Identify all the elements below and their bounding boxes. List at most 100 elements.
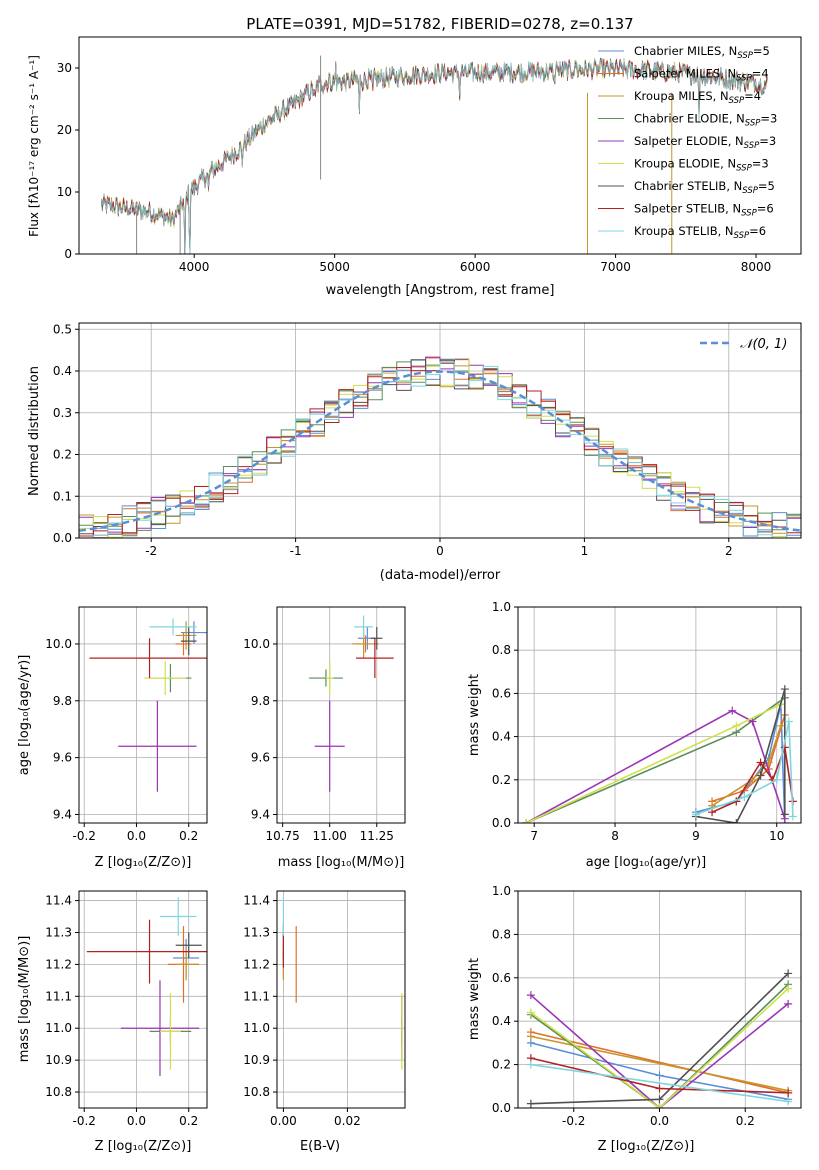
residual-ytick-label: 0.5 [53, 322, 72, 336]
mass-weight-marker [740, 793, 749, 802]
mass_weight_vs_Z-ytick-label: 1.0 [492, 884, 511, 898]
residual-panel: -2 -1 0 1 2 0.0 0.1 0.2 0.3 0.4 0.5 (data-model)/e… [27, 322, 802, 583]
mass-weight-marker [776, 721, 785, 730]
mw-age-panel: 7 8 9 10 0.0 0.2 0.4 0.6 0.8 1.0 age [log₁₀(age/y… [467, 600, 802, 870]
mass_vs_Z-ytick-label: 10.8 [45, 1085, 72, 1099]
spectrum-xtick-label: 6000 [460, 260, 491, 274]
mass_vs_ebv-ytick-label: 11.2 [243, 957, 270, 971]
mass_weight_vs_Z-ytick-label: 0.8 [492, 927, 511, 941]
mass_weight_vs_age-ytick-label: 0.6 [492, 686, 511, 700]
mass_vs_ebv-ytick-label: 11.4 [243, 894, 270, 908]
mass-weight-marker [655, 1104, 664, 1108]
mass_vs_ebv-xtick-label: 0.00 [270, 1114, 297, 1128]
mass-weight-marker [526, 1032, 535, 1041]
mass_weight_vs_age-ytick-label: 1.0 [492, 600, 511, 614]
mass_vs_Z-ytick-label: 11.2 [45, 957, 72, 971]
mass-weight-marker [732, 721, 741, 730]
mass_weight_vs_Z-ytick-label: 0.6 [492, 971, 511, 985]
age_vs_Z-frame [78, 606, 208, 824]
age_vs_Z-xtick-label: 0.2 [179, 829, 198, 843]
mass-z-xlabel: Z [log₁₀(Z/Z⊙)] [95, 1139, 192, 1154]
mass_vs_ebv-ytick-label: 11.3 [243, 925, 270, 939]
mass_vs_Z-xtick-label: 0.0 [127, 1114, 146, 1128]
spectrum-ytick-label: 30 [57, 61, 72, 75]
mass-ebv-panel: 0.00 0.02 10.8 10.9 11.0 11.1 11.2 11.3 11.4 E(B… [243, 890, 406, 1154]
mass-weight-marker [526, 1060, 535, 1069]
spectrum-xtick-label: 8000 [741, 260, 772, 274]
legend-label: Chabrier ELODIE, NSSP=3 [634, 112, 777, 129]
mass-weight-line [530, 1031, 789, 1094]
age-mass-xlabel: mass [log₁₀(M/M⊙)] [278, 855, 405, 870]
residual-marks [79, 356, 801, 538]
age_vs_mass-xtick-label: 10.75 [265, 829, 299, 843]
residual-ytick-label: 0.1 [53, 489, 72, 503]
age_vs_mass-ytick-label: 9.8 [251, 694, 270, 708]
legend-label: Kroupa ELODIE, NSSP=3 [634, 157, 769, 174]
residual-ytick-label: 0.0 [53, 531, 72, 545]
residual-xtick-label: -1 [290, 544, 302, 558]
spectrum-ylabel: Flux [fλ10⁻¹⁷ erg cm⁻² s⁻¹ A⁻¹] [27, 55, 41, 237]
legend-label: Chabrier MILES, NSSP=5 [634, 44, 770, 61]
residual-legend: 𝒩(0, 1) [700, 337, 787, 352]
spectrum-plot-area: 4000 5000 6000 7000 8000 0 10 20 30 [57, 36, 802, 274]
mass_vs_Z-ytick-label: 11.0 [45, 1021, 72, 1035]
spectrum-model-line [101, 57, 768, 254]
mass-weight-marker [780, 810, 789, 819]
age_vs_Z-ytick-label: 10.0 [45, 637, 72, 651]
residual-xtick-label: 2 [725, 544, 733, 558]
age_vs_mass-ytick-label: 10.0 [243, 637, 270, 651]
mass_vs_Z-frame [78, 890, 208, 1109]
mass_vs_Z-xtick-label: -0.2 [73, 1114, 96, 1128]
mass-weight-marker [526, 1099, 535, 1108]
mass-weight-marker [728, 706, 737, 715]
mass_vs_ebv-ytick-label: 10.8 [243, 1085, 270, 1099]
mass-z-plot-area: -0.2 0.0 0.2 10.8 10.9 11.0 11.1 11.2 11.3 11.4 [45, 890, 208, 1128]
mass-ebv-xlabel: E(B-V) [300, 1139, 340, 1154]
age-z-plot-area: -0.2 0.0 0.2 9.4 9.6 9.8 10.0 [45, 606, 208, 843]
mass-weight-marker [526, 1008, 535, 1017]
spectrum-marks [101, 55, 768, 254]
residual-ytick-label: 0.4 [53, 364, 72, 378]
age-mass-plot-area: 10.75 11.00 11.25 9.4 9.6 9.8 10.0 [243, 606, 406, 843]
mass_vs_Z-ytick-label: 11.3 [45, 925, 72, 939]
mass_vs_Z-ytick-label: 11.1 [45, 989, 72, 1003]
mass_weight_vs_age-xtick-label: 9 [692, 829, 700, 843]
residual-xtick-label: 0 [436, 544, 444, 558]
residual-ytick-label: 0.2 [53, 448, 72, 462]
mass-weight-marker [780, 685, 789, 694]
spectrum-xtick-label: 5000 [319, 260, 350, 274]
mass-z-panel: -0.2 0.0 0.2 10.8 10.9 11.0 11.1 11.2 11.3 11.4 Z… [17, 890, 208, 1154]
mass_vs_ebv-ytick-label: 10.9 [243, 1053, 270, 1067]
mass_vs_ebv-ytick-label: 11.0 [243, 1021, 270, 1035]
mass_weight_vs_Z-ytick-label: 0.2 [492, 1058, 511, 1072]
mass_vs_ebv-frame [276, 890, 406, 1109]
legend-label: Kroupa STELIB, NSSP=6 [634, 224, 766, 241]
spectrum-ytick-label: 10 [57, 185, 72, 199]
mass-weight-marker [784, 999, 793, 1008]
mass-weight-marker [784, 1088, 793, 1097]
mass-ebv-plot-area: 0.00 0.02 10.8 10.9 11.0 11.1 11.2 11.3 11.4 [243, 890, 406, 1128]
age_vs_Z-marks [89, 618, 207, 792]
mass-weight-line [530, 983, 789, 1108]
mass-weight-line [525, 709, 786, 823]
mass-weight-marker [691, 810, 700, 819]
legend-label: Salpeter ELODIE, NSSP=3 [634, 134, 776, 151]
mass_weight_vs_Z-ytick-label: 0.0 [492, 1101, 511, 1115]
mass-weight-marker [732, 819, 741, 823]
age_vs_Z-ytick-label: 9.8 [53, 694, 72, 708]
spectrum-ytick-label: 0 [64, 247, 72, 261]
legend-label: Salpeter STELIB, NSSP=6 [634, 202, 774, 219]
mass-weight-marker [784, 969, 793, 978]
mw-z-ylabel: mass weight [467, 958, 482, 1040]
mw-age-xlabel: age [log₁₀(age/yr)] [586, 855, 707, 870]
residual-histogram [79, 361, 801, 538]
mw-z-xlabel: Z [log₁₀(Z/Z⊙)] [598, 1139, 695, 1154]
residual-xlabel: (data-model)/error [380, 568, 501, 583]
mass_weight_vs_age-ytick-label: 0.2 [492, 773, 511, 787]
mass-weight-marker [655, 1095, 664, 1104]
mass-weight-marker [526, 991, 535, 1000]
mass_weight_vs_Z-marks [526, 969, 793, 1108]
mass-weight-marker [756, 758, 765, 767]
mass_weight_vs_age-frame [517, 606, 802, 824]
